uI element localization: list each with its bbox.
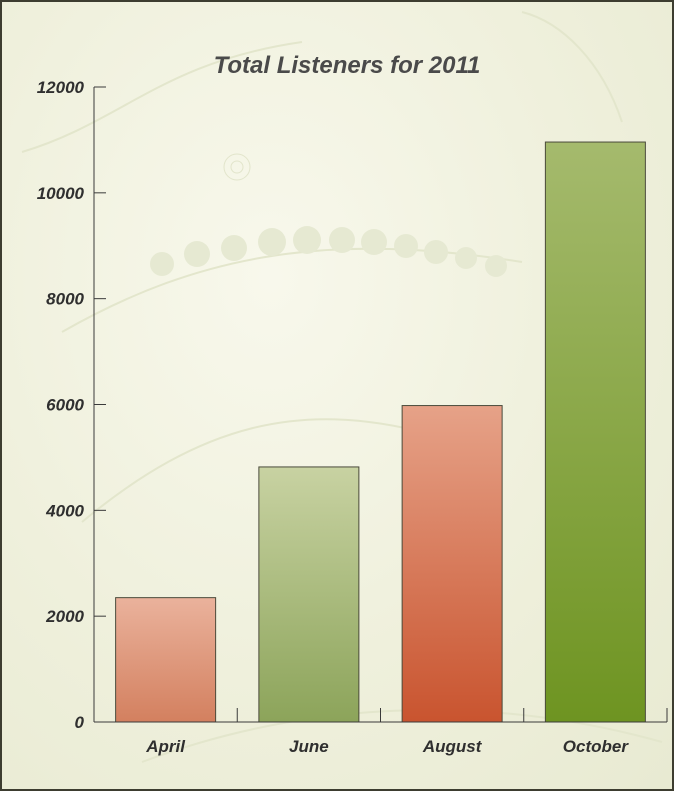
y-tick-label: 4000 [45, 501, 84, 520]
y-tick-label: 10000 [37, 184, 85, 203]
x-tick-label-april: April [145, 737, 186, 756]
bar-october [544, 141, 646, 723]
y-axis: 0 2000 4000 6000 8000 10000 12000 [37, 78, 106, 732]
y-tick-label: 6000 [46, 396, 84, 415]
bars [115, 141, 646, 723]
y-tick-label: 0 [75, 713, 85, 732]
x-axis: April June August October [94, 708, 668, 756]
chart-title: Total Listeners for 2011 [214, 52, 481, 79]
x-tick-label-june: June [289, 737, 329, 756]
bar-april [115, 597, 217, 723]
x-tick-label-october: October [563, 737, 630, 756]
y-tick-label: 12000 [37, 78, 85, 97]
y-tick-label: 2000 [45, 607, 84, 626]
bar-june [258, 466, 360, 723]
y-tick-label: 8000 [46, 290, 84, 309]
bar-august [401, 405, 503, 723]
x-tick-label-august: August [422, 737, 483, 756]
